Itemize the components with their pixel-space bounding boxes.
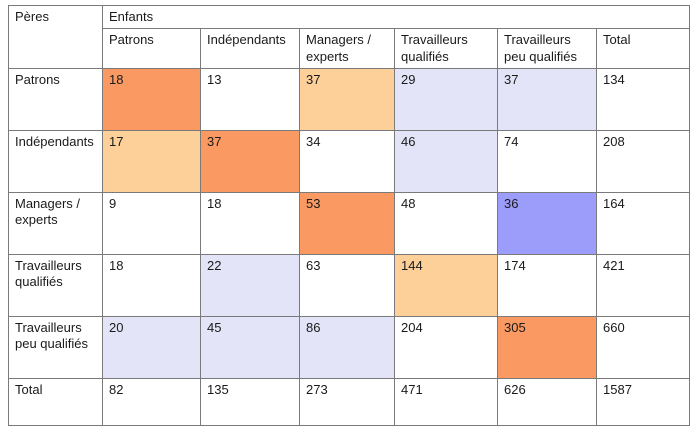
matrix-cell: 36 — [497, 191, 597, 255]
row-total-cell: 421 — [596, 253, 690, 317]
matrix-cell: 18 — [200, 191, 300, 255]
row-header-total: Total — [8, 377, 103, 426]
mobility-table: Pères Enfants Patrons Indépendants Manag… — [8, 4, 690, 426]
row-dimension-header: Pères — [8, 5, 103, 69]
matrix-cell: 46 — [394, 129, 498, 193]
matrix-cell: 37 — [200, 129, 300, 193]
table-row-patrons: Patrons 18 13 37 29 37 134 — [8, 67, 690, 131]
column-total-cell: 273 — [299, 377, 395, 426]
table-row-independants: Indépendants 17 37 34 46 74 208 — [8, 129, 690, 193]
row-header: Patrons — [8, 67, 103, 131]
column-total-cell: 471 — [394, 377, 498, 426]
column-header-travailleurs-qualifies: Travailleurs qualifiés — [394, 28, 498, 69]
row-header: Travailleurs qualifiés — [8, 253, 103, 317]
table-row-travailleurs-peu-qualifies: Travailleurs peu qualifiés 20 45 86 204 … — [8, 315, 690, 379]
matrix-cell: 45 — [200, 315, 300, 379]
column-group-header: Enfants — [102, 4, 690, 30]
matrix-cell: 20 — [102, 315, 201, 379]
column-header-patrons: Patrons — [102, 28, 201, 69]
matrix-cell: 9 — [102, 191, 201, 255]
matrix-cell: 22 — [200, 253, 300, 317]
column-header-travailleurs-peu-qualifies: Travailleurs peu qualifiés — [497, 28, 597, 69]
matrix-cell: 13 — [200, 67, 300, 131]
row-total-cell: 660 — [596, 315, 690, 379]
matrix-cell: 48 — [394, 191, 498, 255]
table-row-travailleurs-qualifies: Travailleurs qualifiés 18 22 63 144 174 … — [8, 253, 690, 317]
matrix-cell: 37 — [299, 67, 395, 131]
matrix-cell: 37 — [497, 67, 597, 131]
matrix-cell: 144 — [394, 253, 498, 317]
row-header: Indépendants — [8, 129, 103, 193]
row-total-cell: 164 — [596, 191, 690, 255]
column-header-total: Total — [596, 28, 690, 69]
matrix-cell: 34 — [299, 129, 395, 193]
row-header: Managers / experts — [8, 191, 103, 255]
column-total-cell: 626 — [497, 377, 597, 426]
matrix-cell: 74 — [497, 129, 597, 193]
matrix-cell: 86 — [299, 315, 395, 379]
row-total-cell: 208 — [596, 129, 690, 193]
row-header: Travailleurs peu qualifiés — [8, 315, 103, 379]
column-header-independants: Indépendants — [200, 28, 300, 69]
matrix-cell: 18 — [102, 253, 201, 317]
matrix-cell: 204 — [394, 315, 498, 379]
matrix-cell: 305 — [497, 315, 597, 379]
grand-total-cell: 1587 — [596, 377, 690, 426]
matrix-cell: 63 — [299, 253, 395, 317]
matrix-cell: 29 — [394, 67, 498, 131]
matrix-cell: 17 — [102, 129, 201, 193]
table-row-total: Total 82 135 273 471 626 1587 — [8, 377, 690, 426]
matrix-cell: 53 — [299, 191, 395, 255]
matrix-cell: 174 — [497, 253, 597, 317]
matrix-cell: 18 — [102, 67, 201, 131]
table-row-managers-experts: Managers / experts 9 18 53 48 36 164 — [8, 191, 690, 255]
column-total-cell: 135 — [200, 377, 300, 426]
column-total-cell: 82 — [102, 377, 201, 426]
column-header-managers-experts: Managers / experts — [299, 28, 395, 69]
row-total-cell: 134 — [596, 67, 690, 131]
